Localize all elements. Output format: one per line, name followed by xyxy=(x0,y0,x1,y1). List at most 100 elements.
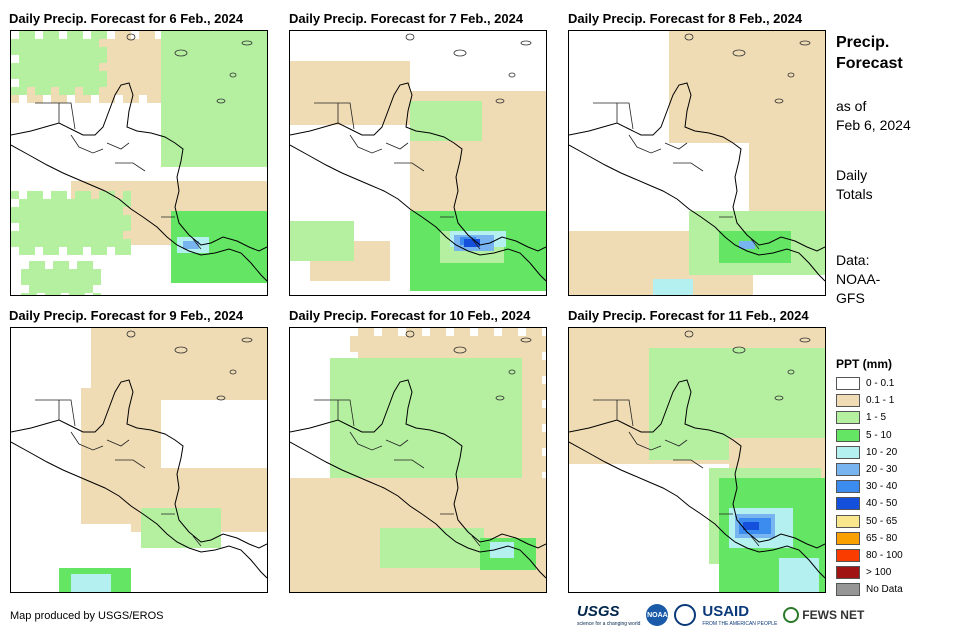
precip-cell xyxy=(37,269,45,277)
precip-cell xyxy=(99,376,107,384)
precip-cell xyxy=(442,478,450,486)
precip-cell xyxy=(259,524,267,532)
precip-cell xyxy=(35,231,43,239)
precip-cell xyxy=(701,55,709,63)
precip-cell xyxy=(107,63,115,71)
precip-cell xyxy=(410,219,418,227)
precip-cell xyxy=(81,492,89,500)
precip-cell xyxy=(199,205,207,213)
precip-cell xyxy=(181,540,189,548)
precip-cell xyxy=(677,95,685,103)
precip-cell xyxy=(709,87,717,95)
island-outline xyxy=(508,369,516,375)
precip-cell xyxy=(601,263,609,271)
precip-cell xyxy=(346,454,354,462)
precip-cell xyxy=(458,574,466,582)
precip-cell xyxy=(809,227,817,235)
precip-cell xyxy=(161,95,169,103)
precip-cell xyxy=(187,384,195,392)
precip-cell xyxy=(338,430,346,438)
precip-cell xyxy=(482,414,490,422)
precip-cell xyxy=(251,360,259,368)
precip-cell xyxy=(765,47,773,55)
precip-cell xyxy=(466,283,474,291)
precip-cell xyxy=(99,79,107,87)
precip-cell xyxy=(466,390,474,398)
precip-cell xyxy=(669,111,677,119)
precip-cell xyxy=(81,500,89,508)
precip-cell xyxy=(322,253,330,261)
precip-cell xyxy=(159,237,167,245)
precip-cell xyxy=(378,77,386,85)
precip-cell xyxy=(155,376,163,384)
precip-cell xyxy=(725,31,733,39)
precip-cell xyxy=(534,464,542,472)
precip-cell xyxy=(522,139,530,147)
precip-cell xyxy=(241,119,249,127)
precip-cell xyxy=(137,420,145,428)
precip-cell xyxy=(490,155,498,163)
precip-cell xyxy=(115,47,123,55)
precip-cell xyxy=(709,127,717,135)
precip-cell xyxy=(577,271,585,279)
precip-cell xyxy=(506,195,514,203)
precip-cell xyxy=(717,127,725,135)
precip-cell xyxy=(225,95,233,103)
coastline xyxy=(569,144,825,282)
precip-cell xyxy=(609,328,617,336)
precip-cell xyxy=(153,420,161,428)
precip-cell xyxy=(306,566,314,574)
precip-cell xyxy=(213,524,221,532)
precip-cell xyxy=(450,147,458,155)
precip-cell xyxy=(195,360,203,368)
precip-cell xyxy=(450,422,458,430)
precip-cell xyxy=(370,414,378,422)
precip-cell xyxy=(155,336,163,344)
precip-cell xyxy=(805,63,813,71)
precip-cell xyxy=(482,390,490,398)
precip-cell xyxy=(330,77,338,85)
precip-cell xyxy=(458,179,466,187)
precip-cell xyxy=(538,251,546,259)
precip-cell xyxy=(177,245,185,253)
precip-cell xyxy=(685,87,693,95)
precip-cell xyxy=(265,87,267,95)
precip-cell xyxy=(223,197,231,205)
precip-cell xyxy=(217,127,225,135)
precip-cell xyxy=(219,227,227,235)
precip-cell xyxy=(169,31,177,39)
precip-cell xyxy=(89,444,97,452)
precip-cell xyxy=(167,181,175,189)
precip-cell xyxy=(163,336,171,344)
precip-cell xyxy=(113,396,121,404)
precip-cell xyxy=(797,63,805,71)
precip-cell xyxy=(346,574,354,582)
precip-cell xyxy=(569,231,577,239)
precip-cell xyxy=(111,181,119,189)
precip-cell xyxy=(290,574,298,582)
precip-cell xyxy=(490,171,498,179)
precip-cell xyxy=(378,117,386,125)
precip-cell xyxy=(179,219,187,227)
precip-cell xyxy=(91,247,99,255)
precip-cell xyxy=(805,179,813,187)
precip-cell xyxy=(466,502,474,510)
precip-cell xyxy=(577,368,585,376)
precip-cell xyxy=(11,95,19,103)
precip-cell xyxy=(139,376,147,384)
precip-cell xyxy=(404,536,412,544)
precip-cell xyxy=(173,524,181,532)
precip-cell xyxy=(769,219,777,227)
precip-cell xyxy=(201,127,209,135)
precip-cell xyxy=(442,283,450,291)
precip-cell xyxy=(115,360,123,368)
island-outline xyxy=(495,395,505,401)
precip-cell xyxy=(749,179,757,187)
precip-cell xyxy=(585,271,593,279)
precip-cell xyxy=(466,454,474,462)
precip-cell xyxy=(219,508,227,516)
precip-cell xyxy=(91,239,99,247)
precip-cell xyxy=(593,344,601,352)
precip-cell xyxy=(410,133,418,141)
precip-cell xyxy=(43,215,51,223)
